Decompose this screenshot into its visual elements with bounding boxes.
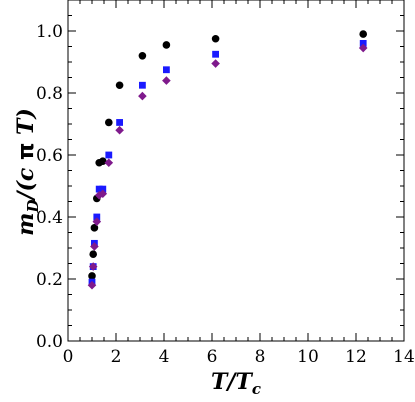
x-tick-label: 8	[255, 347, 266, 367]
y-tick-label: 1.0	[36, 22, 63, 42]
x-axis-title: T/Tc	[211, 369, 261, 398]
data-point-diamond	[94, 191, 104, 200]
data-point-square	[359, 40, 367, 47]
data-point-square	[116, 119, 123, 126]
axis-ticks	[67, 0, 405, 342]
data-point-square	[95, 185, 103, 193]
data-point-circle	[88, 272, 96, 280]
data-point-square	[139, 81, 146, 89]
x-tick-label: 12	[345, 347, 367, 367]
data-point-circle	[211, 34, 220, 43]
data-point-diamond	[104, 158, 114, 168]
svg-text:T/Tc: T/Tc	[211, 369, 261, 398]
data-point-circle	[162, 41, 171, 49]
x-tick-label: 14	[393, 347, 415, 367]
data-point-square	[105, 151, 113, 159]
data-point-square	[163, 66, 170, 74]
data-point-diamond	[115, 125, 124, 135]
y-tick-label: 0.0	[36, 332, 63, 352]
data-point-diamond	[98, 189, 108, 199]
data-markers	[87, 30, 368, 290]
data-point-diamond	[211, 59, 220, 68]
data-point-circle	[99, 157, 107, 165]
data-point-diamond	[162, 76, 171, 85]
data-point-diamond	[138, 91, 147, 101]
x-tick-label: 10	[297, 347, 319, 367]
y-axis-title: mD/(c π T)	[13, 108, 42, 236]
data-point-circle	[359, 30, 368, 38]
data-point-circle	[90, 224, 99, 232]
data-point-circle	[115, 81, 124, 90]
data-point-square	[212, 50, 219, 58]
data-point-diamond	[358, 43, 368, 53]
data-point-square	[99, 185, 107, 193]
data-point-circle	[89, 250, 97, 258]
svg-text:mD/(c π T): mD/(c π T)	[13, 108, 42, 236]
data-point-circle	[105, 118, 113, 127]
x-tick-label: 4	[159, 347, 170, 367]
y-tick-label: 0.2	[36, 270, 63, 290]
plot-frame	[67, 0, 405, 342]
data-point-diamond	[87, 280, 97, 290]
x-tick-label: 6	[207, 347, 218, 367]
data-point-circle	[138, 52, 147, 60]
y-tick-label: 0.4	[36, 208, 63, 228]
axis-tick-labels: 0 2 4 6 8 10 12 14 0.0 0.2 0.4 0.6 0.8 1.0	[36, 22, 415, 367]
x-tick-label: 0	[63, 347, 74, 367]
data-point-diamond	[92, 217, 102, 226]
y-tick-label: 0.6	[36, 146, 63, 166]
data-point-diamond	[88, 262, 98, 271]
data-point-square	[93, 213, 101, 221]
data-point-diamond	[90, 242, 99, 251]
x-tick-label: 2	[111, 347, 122, 367]
y-tick-label: 0.8	[36, 84, 63, 104]
